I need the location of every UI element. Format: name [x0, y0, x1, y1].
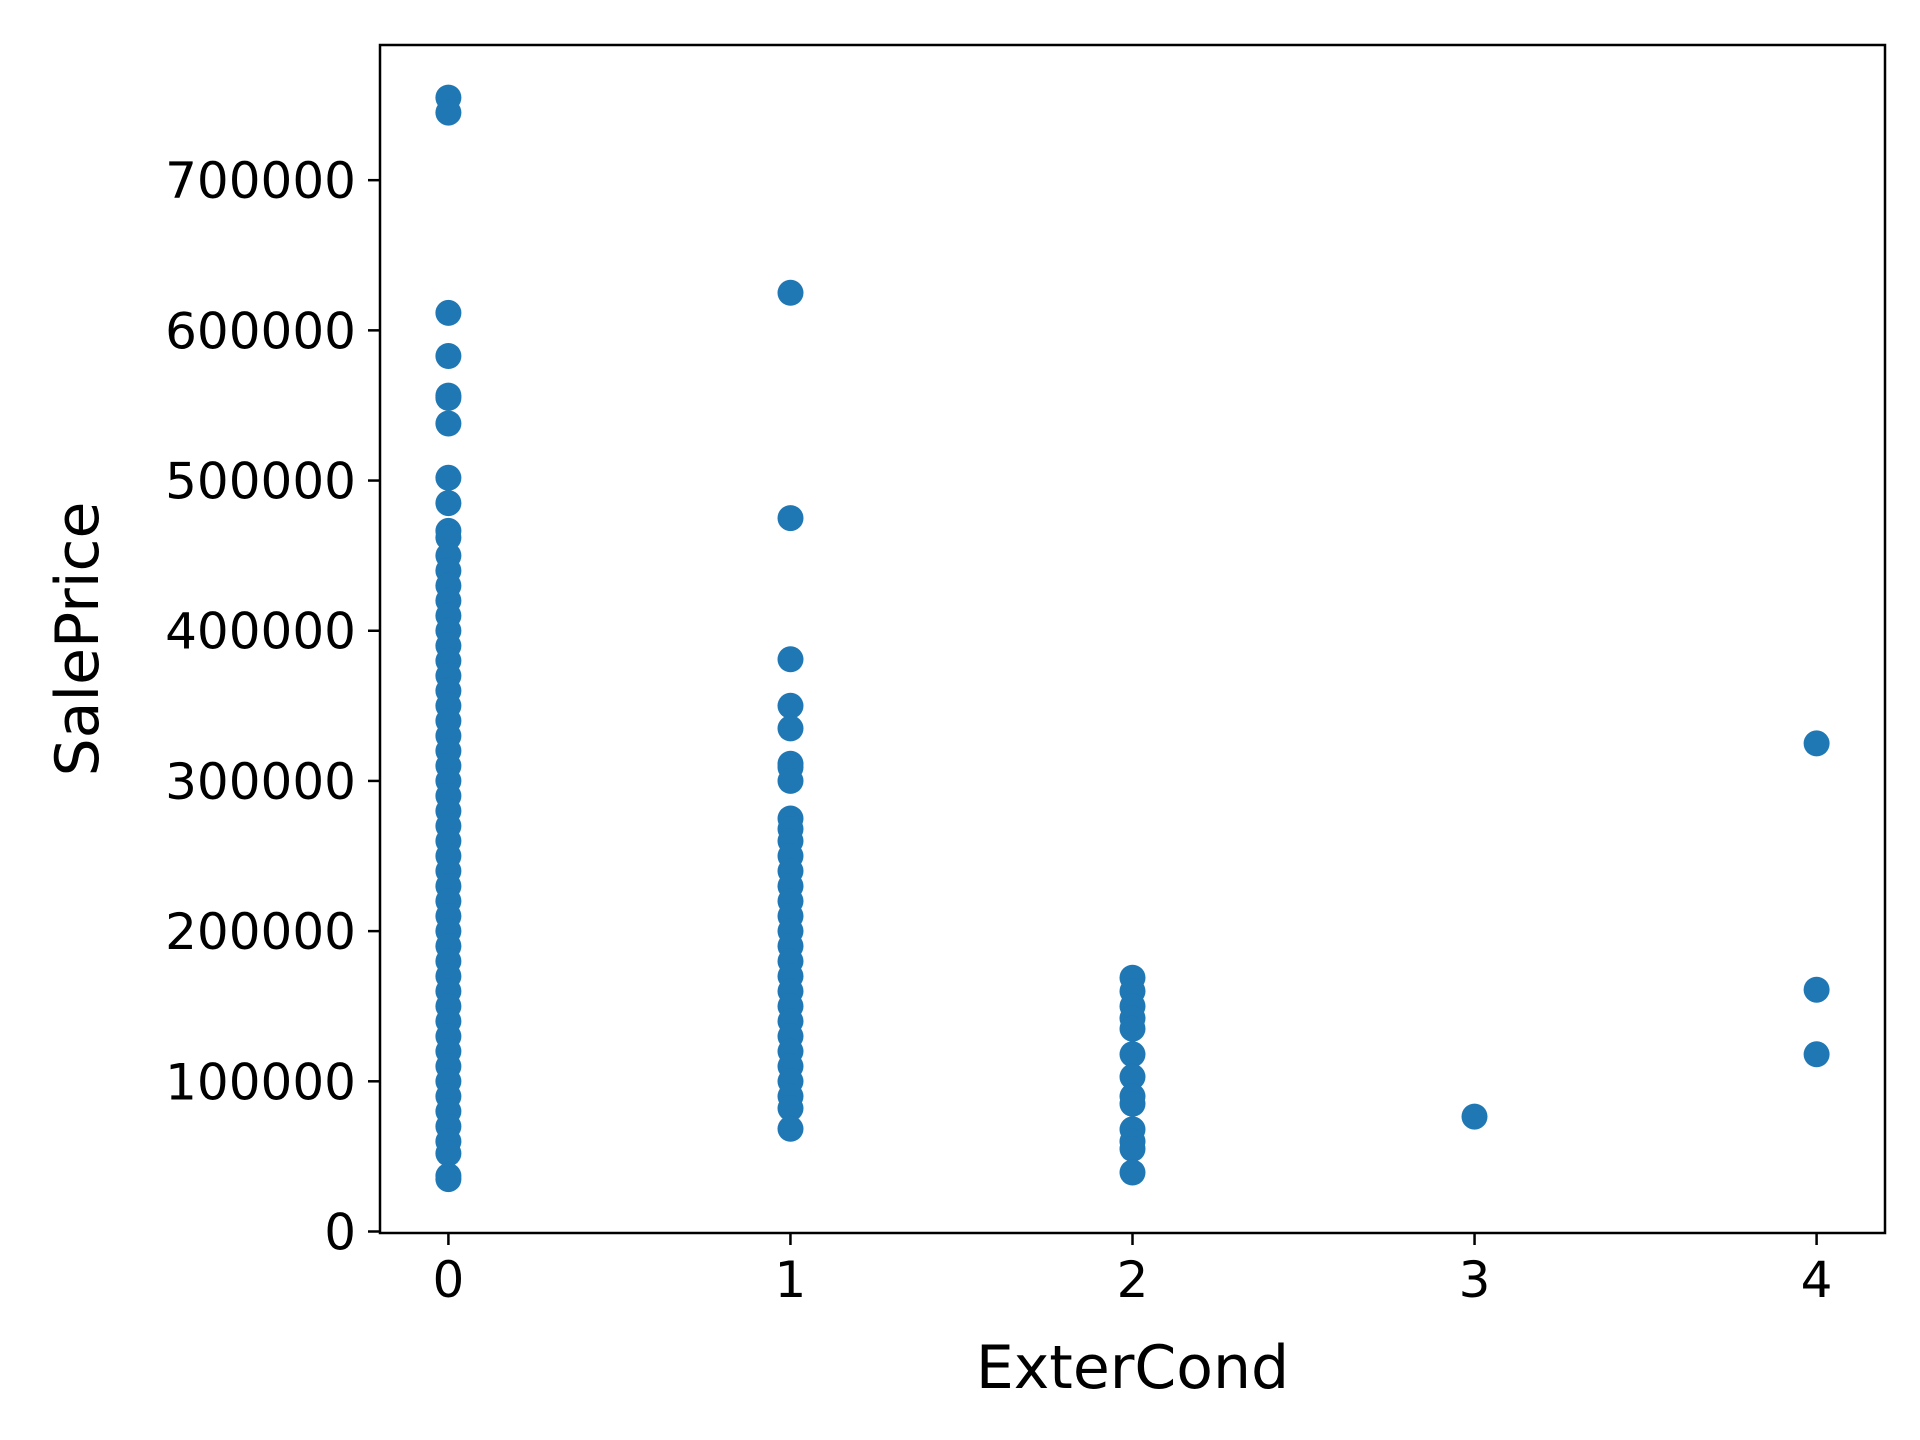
- x-axis-ticks: 0 1 2 3 4: [433, 1233, 1833, 1309]
- points-layer: [435, 84, 1830, 1193]
- data-point-3: [435, 343, 462, 369]
- data-point-55: [777, 505, 804, 532]
- data-point-2: [435, 299, 462, 326]
- data-point-53: [435, 1166, 462, 1193]
- data-point-57: [777, 692, 804, 719]
- y-tick-label: 600000: [165, 302, 356, 360]
- data-point-98: [1803, 730, 1830, 757]
- x-tick-label: 0: [433, 1251, 465, 1309]
- data-point-100: [1803, 1041, 1830, 1068]
- data-point-82: [777, 1095, 804, 1122]
- data-point-56: [777, 646, 804, 673]
- y-tick-label: 700000: [165, 152, 356, 210]
- data-point-1: [435, 99, 462, 126]
- data-point-7: [435, 464, 462, 491]
- data-point-88: [1119, 1015, 1146, 1042]
- y-axis-ticks: 0 100000 200000 300000 400000 500000 600000 700…: [165, 152, 380, 1261]
- x-axis-label: ExterCond: [976, 1333, 1289, 1403]
- y-tick-label: 500000: [165, 453, 356, 511]
- x-tick-label: 3: [1459, 1251, 1491, 1309]
- x-tick-label: 1: [775, 1251, 807, 1309]
- data-point-89: [1119, 1041, 1146, 1068]
- data-point-51: [435, 1140, 462, 1167]
- y-axis-label: SalePrice: [43, 502, 113, 777]
- data-point-83: [777, 1115, 804, 1142]
- y-tick-label: 300000: [165, 753, 356, 811]
- data-point-58: [777, 715, 804, 742]
- y-tick-label: 400000: [165, 603, 356, 661]
- data-point-6: [435, 410, 462, 437]
- data-point-92: [1119, 1090, 1146, 1117]
- data-point-97: [1461, 1103, 1488, 1130]
- y-tick-label: 0: [324, 1203, 356, 1261]
- x-tick-label: 4: [1801, 1251, 1833, 1309]
- y-tick-label: 200000: [165, 903, 356, 961]
- data-point-96: [1119, 1159, 1146, 1186]
- data-point-99: [1803, 976, 1830, 1003]
- data-point-54: [777, 279, 804, 306]
- y-tick-label: 100000: [165, 1053, 356, 1111]
- data-point-90: [1119, 1063, 1146, 1090]
- data-point-8: [435, 490, 462, 517]
- data-point-61: [777, 767, 804, 794]
- data-point-95: [1119, 1135, 1146, 1162]
- data-point-10: [435, 524, 462, 551]
- x-tick-label: 2: [1117, 1251, 1149, 1309]
- data-point-5: [435, 384, 462, 411]
